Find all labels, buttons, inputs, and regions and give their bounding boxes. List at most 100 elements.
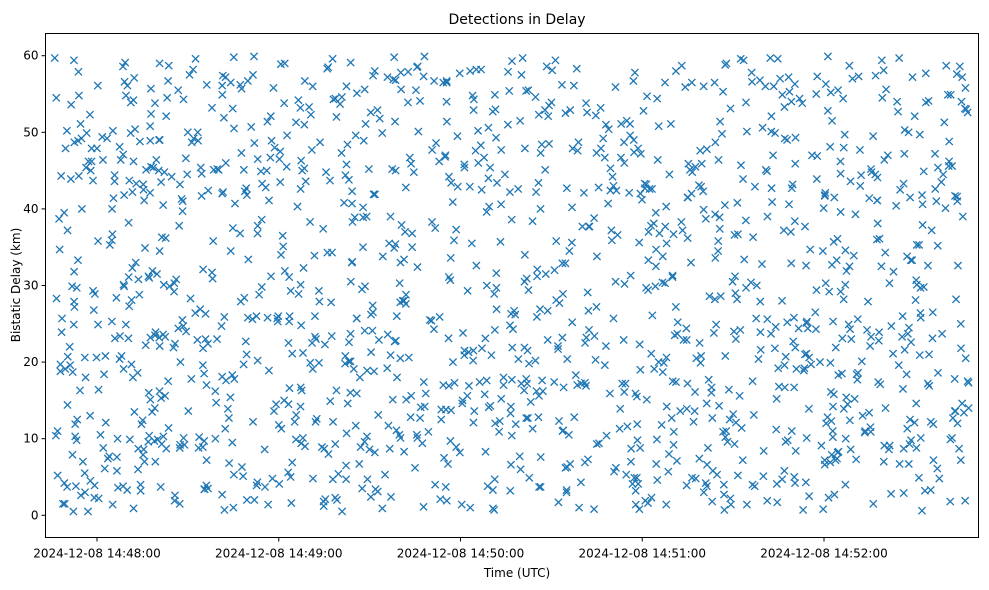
data-point — [956, 344, 966, 353]
data-point — [484, 174, 493, 183]
data-point — [239, 472, 248, 481]
data-point — [657, 420, 666, 429]
data-point — [903, 252, 912, 261]
data-point — [514, 354, 523, 364]
data-point — [73, 256, 83, 265]
data-point — [242, 495, 251, 505]
data-point — [933, 368, 943, 377]
data-point — [352, 89, 361, 98]
data-point — [491, 419, 500, 428]
data-point — [616, 153, 625, 162]
data-point — [297, 439, 306, 448]
data-point — [626, 457, 635, 466]
data-point — [699, 488, 708, 497]
data-point — [531, 356, 540, 365]
data-point — [806, 245, 815, 254]
data-point — [930, 149, 940, 158]
data-point — [273, 314, 282, 323]
data-point — [594, 439, 604, 448]
data-point — [650, 364, 659, 374]
data-point — [200, 369, 209, 378]
data-point — [666, 119, 675, 128]
data-point — [783, 436, 792, 445]
data-point — [572, 64, 581, 73]
data-point — [380, 470, 390, 479]
data-point — [436, 495, 445, 504]
data-point — [819, 204, 828, 213]
data-point — [826, 88, 835, 97]
data-point — [90, 493, 99, 502]
data-point — [714, 246, 723, 256]
data-point — [754, 354, 763, 364]
data-point — [552, 295, 561, 305]
data-point — [879, 457, 888, 466]
data-point — [420, 402, 429, 411]
data-point — [926, 485, 935, 495]
data-point — [69, 56, 79, 65]
data-point — [285, 273, 294, 282]
data-point — [722, 59, 731, 68]
data-point — [607, 226, 616, 235]
data-point — [75, 386, 85, 395]
data-point — [58, 499, 68, 508]
data-point — [201, 335, 210, 344]
data-point — [100, 464, 109, 473]
data-point — [269, 407, 279, 416]
data-point — [661, 222, 670, 231]
data-point — [78, 457, 87, 466]
data-point — [455, 448, 464, 457]
data-point — [466, 66, 475, 76]
data-point — [488, 485, 497, 495]
data-point — [554, 417, 564, 426]
data-point — [391, 76, 400, 85]
data-point — [275, 155, 284, 164]
data-point — [230, 374, 239, 384]
data-point — [287, 498, 296, 508]
data-point — [170, 491, 180, 500]
data-point — [822, 419, 831, 428]
data-point — [328, 475, 337, 484]
data-point — [204, 186, 213, 195]
data-point — [520, 144, 529, 153]
data-point — [60, 499, 69, 508]
data-point — [918, 200, 927, 209]
data-point — [165, 282, 174, 291]
data-point — [845, 262, 854, 271]
data-point — [468, 91, 477, 100]
data-point — [93, 81, 102, 90]
data-point — [112, 466, 122, 475]
data-point — [604, 125, 613, 134]
data-point — [526, 397, 535, 406]
data-point — [636, 365, 645, 374]
data-point — [653, 94, 662, 103]
data-point — [485, 202, 494, 211]
data-point — [358, 243, 368, 252]
data-point — [288, 349, 297, 358]
data-point — [70, 297, 79, 306]
data-point — [229, 470, 238, 479]
data-point — [724, 385, 733, 394]
data-point — [605, 389, 614, 398]
data-point — [788, 180, 797, 189]
data-point — [828, 402, 838, 411]
data-point — [621, 379, 630, 388]
data-point — [57, 171, 66, 181]
data-point — [857, 357, 866, 366]
data-point — [573, 146, 582, 155]
data-point — [134, 275, 143, 284]
data-point — [209, 237, 218, 246]
data-point — [536, 453, 545, 462]
data-point — [736, 161, 746, 170]
data-point — [112, 453, 121, 462]
data-point — [307, 145, 316, 154]
data-point — [331, 94, 340, 103]
data-point — [346, 58, 355, 67]
data-point — [565, 246, 574, 256]
x-tick-label: 2024-12-08 14:50:00 — [397, 547, 524, 561]
data-point — [390, 53, 399, 62]
data-point — [466, 503, 475, 512]
data-point — [174, 86, 183, 95]
data-point — [249, 52, 259, 61]
data-point — [856, 181, 865, 190]
data-point — [780, 102, 789, 112]
